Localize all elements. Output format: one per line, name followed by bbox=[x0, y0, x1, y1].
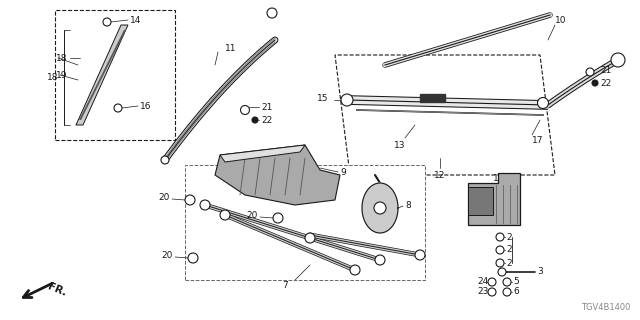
Polygon shape bbox=[420, 94, 445, 102]
Bar bbox=[55, 10, 175, 140]
Circle shape bbox=[350, 265, 360, 275]
Circle shape bbox=[267, 8, 277, 18]
Circle shape bbox=[498, 268, 506, 276]
Text: 10: 10 bbox=[555, 15, 566, 25]
Text: 9: 9 bbox=[340, 167, 346, 177]
Circle shape bbox=[220, 210, 230, 220]
Text: 21: 21 bbox=[600, 66, 611, 75]
Circle shape bbox=[586, 68, 594, 76]
Circle shape bbox=[375, 255, 385, 265]
Text: 22: 22 bbox=[261, 116, 272, 124]
Text: 18: 18 bbox=[47, 73, 58, 82]
Circle shape bbox=[241, 106, 250, 115]
Text: 1: 1 bbox=[493, 173, 499, 182]
Text: 2: 2 bbox=[506, 259, 511, 268]
Text: 7: 7 bbox=[282, 281, 288, 290]
Circle shape bbox=[488, 288, 496, 296]
Text: 22: 22 bbox=[600, 78, 611, 87]
Polygon shape bbox=[76, 25, 128, 125]
Polygon shape bbox=[335, 55, 555, 175]
Circle shape bbox=[114, 104, 122, 112]
Circle shape bbox=[496, 246, 504, 254]
Circle shape bbox=[538, 98, 548, 108]
Circle shape bbox=[415, 250, 425, 260]
Text: 23: 23 bbox=[477, 287, 489, 297]
Circle shape bbox=[374, 202, 386, 214]
Text: 18: 18 bbox=[56, 53, 67, 62]
Circle shape bbox=[200, 200, 210, 210]
Text: 12: 12 bbox=[435, 171, 445, 180]
Text: 13: 13 bbox=[394, 140, 406, 149]
Text: 3: 3 bbox=[537, 268, 543, 276]
Polygon shape bbox=[220, 145, 305, 162]
Circle shape bbox=[185, 195, 195, 205]
Circle shape bbox=[103, 18, 111, 26]
Circle shape bbox=[592, 80, 598, 86]
Circle shape bbox=[488, 278, 496, 286]
Circle shape bbox=[503, 288, 511, 296]
Text: 19: 19 bbox=[56, 70, 67, 79]
Circle shape bbox=[496, 259, 504, 267]
Text: 21: 21 bbox=[261, 102, 273, 111]
Text: 2: 2 bbox=[506, 245, 511, 254]
Circle shape bbox=[252, 117, 258, 123]
Text: FR.: FR. bbox=[46, 282, 68, 298]
Text: 15: 15 bbox=[317, 93, 328, 102]
Circle shape bbox=[161, 156, 169, 164]
Text: 17: 17 bbox=[532, 135, 543, 145]
Circle shape bbox=[273, 213, 283, 223]
Circle shape bbox=[611, 53, 625, 67]
Text: TGV4B1400: TGV4B1400 bbox=[580, 303, 630, 312]
Text: 11: 11 bbox=[225, 44, 237, 52]
Text: 5: 5 bbox=[513, 277, 519, 286]
Text: 2: 2 bbox=[506, 233, 511, 242]
Polygon shape bbox=[468, 187, 493, 215]
Text: 20: 20 bbox=[159, 194, 170, 203]
Text: 14: 14 bbox=[130, 15, 141, 25]
Circle shape bbox=[341, 94, 353, 106]
Text: 20: 20 bbox=[162, 252, 173, 260]
Text: 8: 8 bbox=[405, 201, 411, 210]
Circle shape bbox=[503, 278, 511, 286]
Text: 16: 16 bbox=[140, 101, 152, 110]
Text: 20: 20 bbox=[246, 212, 258, 220]
Polygon shape bbox=[362, 183, 398, 233]
Text: 24: 24 bbox=[477, 277, 489, 286]
Text: 6: 6 bbox=[513, 287, 519, 297]
Circle shape bbox=[496, 233, 504, 241]
Circle shape bbox=[188, 253, 198, 263]
Bar bbox=[185, 165, 425, 280]
Circle shape bbox=[305, 233, 315, 243]
Polygon shape bbox=[468, 173, 520, 225]
Polygon shape bbox=[215, 145, 340, 205]
Polygon shape bbox=[79, 30, 126, 120]
